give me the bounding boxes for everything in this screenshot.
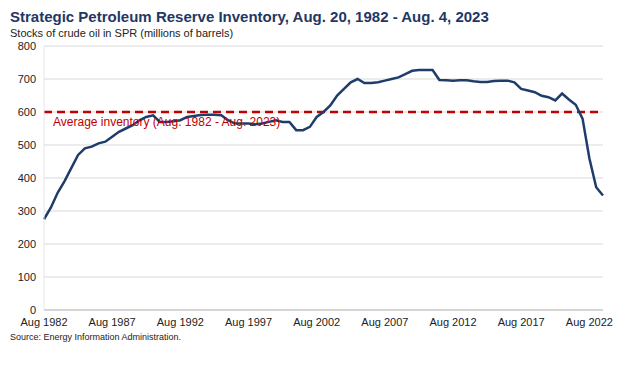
svg-text:Aug 1982: Aug 1982 xyxy=(20,316,67,328)
html-text:Source: Energy Information Adm: Source: Energy Information Administratio… xyxy=(10,332,182,342)
svg-text:200: 200 xyxy=(18,238,36,250)
html-text:Strategic Petroleum Reserve In: Strategic Petroleum Reserve Inventory, A… xyxy=(10,8,489,25)
svg-text:300: 300 xyxy=(18,205,36,217)
svg-text:Aug 2017: Aug 2017 xyxy=(498,316,545,328)
svg-text:Aug 2012: Aug 2012 xyxy=(429,316,476,328)
html-text:Stocks of crude oil in SPR (mi: Stocks of crude oil in SPR (millions of … xyxy=(10,27,234,39)
svg-text:Aug 2007: Aug 2007 xyxy=(361,316,408,328)
svg-text:Aug 1992: Aug 1992 xyxy=(157,316,204,328)
svg-text:500: 500 xyxy=(18,139,36,151)
svg-text:Aug 1987: Aug 1987 xyxy=(89,316,136,328)
svg-text:100: 100 xyxy=(18,271,36,283)
svg-text:Aug 1997: Aug 1997 xyxy=(225,316,272,328)
svg-text:600: 600 xyxy=(18,106,36,118)
svg-text:Aug 2022: Aug 2022 xyxy=(566,316,613,328)
svg-text:Aug 2002: Aug 2002 xyxy=(293,316,340,328)
svg-text:0: 0 xyxy=(30,304,36,316)
svg-text:800: 800 xyxy=(18,40,36,52)
svg-text:Average inventory (Aug. 1982 -: Average inventory (Aug. 1982 - Aug. 2023… xyxy=(53,115,280,129)
svg-text:700: 700 xyxy=(18,73,36,85)
svg-text:400: 400 xyxy=(18,172,36,184)
